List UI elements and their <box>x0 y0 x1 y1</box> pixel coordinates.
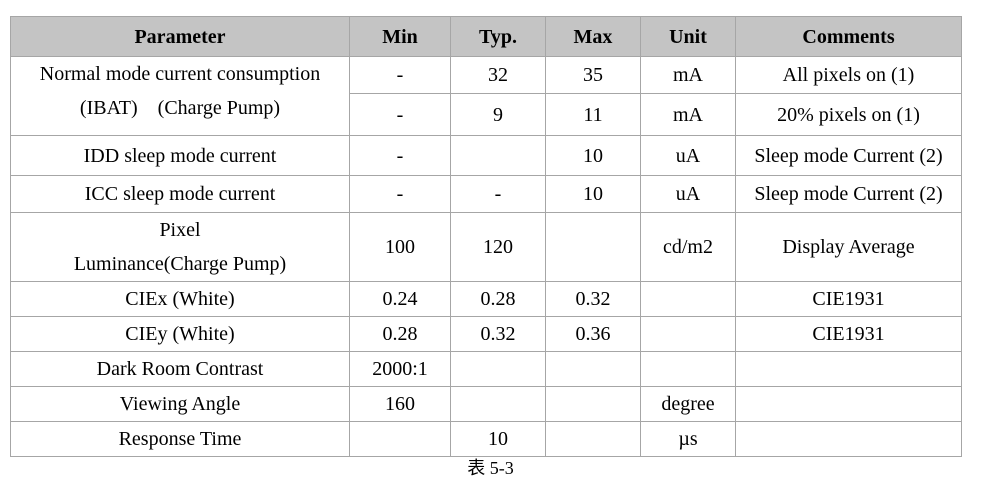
header-cell: Unit <box>640 16 736 57</box>
value-cell: 0.32 <box>450 316 546 352</box>
value-cell: 2000:1 <box>349 351 451 387</box>
value-cell: Sleep mode Current (2) <box>735 135 962 176</box>
parameter-cell: ICC sleep mode current <box>10 175 350 213</box>
value-cell: 35 <box>545 56 641 94</box>
value-cell <box>735 421 962 457</box>
table-row: Pixel Luminance(Charge Pump) 100 120 cd/m2 D… <box>10 212 962 282</box>
value-cell: CIE1931 <box>735 281 962 317</box>
value-cell: All pixels on (1) <box>735 56 962 94</box>
parameter-cell: CIEx (White) <box>10 281 350 317</box>
parameter-cell: CIEy (White) <box>10 316 350 352</box>
value-cell: 9 <box>450 93 546 136</box>
value-cell: degree <box>640 386 736 422</box>
value-cell: mA <box>640 56 736 94</box>
header-cell: Max <box>545 16 641 57</box>
value-cell <box>735 386 962 422</box>
value-cell: - <box>349 135 451 176</box>
value-cell: 0.28 <box>349 316 451 352</box>
value-cell: uA <box>640 175 736 213</box>
value-cell <box>640 351 736 387</box>
value-cell: 10 <box>545 175 641 213</box>
value-cell <box>640 316 736 352</box>
value-cell <box>349 421 451 457</box>
value-cell: 11 <box>545 93 641 136</box>
value-cell <box>545 386 641 422</box>
value-cell: 0.28 <box>450 281 546 317</box>
table-row: CIEx (White) 0.24 0.28 0.32 CIE1931 <box>10 281 962 317</box>
parameter-cell: Pixel Luminance(Charge Pump) <box>10 212 350 282</box>
value-cell <box>735 351 962 387</box>
table-row: -9 11 mA 20% pixels on (1) <box>11 93 962 136</box>
value-cell <box>450 135 546 176</box>
value-cell <box>450 386 546 422</box>
value-cell: CIE1931 <box>735 316 962 352</box>
value-cell: uA <box>640 135 736 176</box>
value-cell: 0.36 <box>545 316 641 352</box>
value-cell: Sleep mode Current (2) <box>735 175 962 213</box>
value-cell <box>640 281 736 317</box>
value-cell: 10 <box>450 421 546 457</box>
parameter-cell: Response Time <box>10 421 350 457</box>
table-row: CIEy (White) 0.28 0.32 0.36 CIE1931 <box>10 316 962 352</box>
value-cell: 20% pixels on (1) <box>735 93 962 136</box>
spec-table: Parameter Min Typ. Max Unit Comments Normal m… <box>10 16 962 457</box>
parameter-cell: Viewing Angle <box>10 386 350 422</box>
caption: 表 5-3 <box>467 458 514 478</box>
value-cell: 10 <box>545 135 641 176</box>
table-row: ICC sleep mode current - -10 uA Sleep mode C… <box>10 175 962 213</box>
table-row: Dark Room Contrast 2000:1 <box>10 351 962 387</box>
value-cell <box>545 212 641 282</box>
header-cell: Parameter <box>10 16 350 57</box>
value-cell <box>545 421 641 457</box>
value-cell: µs <box>640 421 736 457</box>
header-cell: Min <box>349 16 451 57</box>
value-cell: Display Average <box>735 212 962 282</box>
table-row: Viewing Angle 160 degree <box>10 386 962 422</box>
value-cell <box>545 351 641 387</box>
header-row: Parameter Min Typ. Max Unit Comments <box>10 16 962 57</box>
table-row: IDD sleep mode current - 10 uA Sleep mode Cu… <box>10 135 962 176</box>
header-cell: Typ. <box>450 16 546 57</box>
value-cell: 32 <box>450 56 546 94</box>
value-cell: - <box>450 175 546 213</box>
table-row: Normal mode current consumption (IBAT) (… <box>10 56 962 136</box>
value-cell: 0.32 <box>545 281 641 317</box>
parameter-cell: IDD sleep mode current <box>10 135 350 176</box>
value-cell: 160 <box>349 386 451 422</box>
value-cell: 120 <box>450 212 546 282</box>
value-cell <box>450 351 546 387</box>
parameter-cell: Normal mode current consumption (IBAT) (… <box>10 56 350 136</box>
header-cell: Comments <box>735 16 962 57</box>
value-cell: - <box>349 93 451 136</box>
value-cell: 100 <box>349 212 451 282</box>
value-cell: 0.24 <box>349 281 451 317</box>
value-cell: cd/m2 <box>640 212 736 282</box>
table-row: Response Time 10 µs <box>10 421 962 457</box>
parameter-cell: Dark Room Contrast <box>10 351 350 387</box>
value-cell: - <box>349 175 451 213</box>
value-cell: mA <box>640 93 736 136</box>
value-cell: - <box>349 56 451 94</box>
